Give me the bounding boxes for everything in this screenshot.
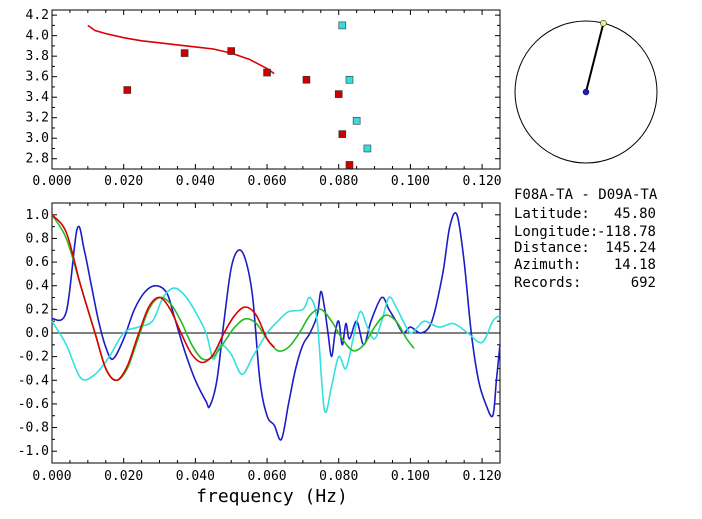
compass-tip-dot — [600, 19, 607, 27]
y-tick-label: -0.2 — [18, 350, 49, 365]
series-line-0 — [51, 211, 501, 441]
dispersion-curve-line — [87, 24, 275, 75]
y-tick-label: 0.0 — [26, 326, 49, 341]
y-tick-label: 2.8 — [26, 152, 49, 167]
longitude-label: Longitude: — [514, 224, 598, 240]
y-tick-label: 4.2 — [26, 8, 49, 23]
dispersion-points — [123, 21, 372, 169]
y-tick-label: 3.2 — [26, 111, 49, 126]
x-tick-label: 0.080 — [319, 174, 358, 189]
red-point — [227, 47, 235, 55]
x-tick-label: 0.020 — [104, 469, 143, 484]
cyan-point — [338, 21, 347, 30]
y-tick-label: -0.4 — [18, 373, 49, 388]
coherence-lines — [51, 211, 501, 441]
azimuth-needle — [585, 22, 605, 93]
y-tick-label: -0.8 — [18, 421, 49, 436]
dispersion-axes: 0.000 0.020 0.040 0.060 0.080 0.100 0.120 2.8 3.… — [26, 8, 502, 189]
compass-circle — [514, 20, 658, 164]
cyan-point — [363, 144, 372, 153]
x-tick-label: 0.000 — [32, 174, 71, 189]
y-tick-label: 0.8 — [26, 231, 49, 246]
coherence-axes: 0.000 0.020 0.040 0.060 0.080 0.100 0.120 1.0 0.… — [18, 203, 502, 484]
red-point — [180, 49, 189, 57]
latitude-label: Latitude: — [514, 206, 590, 222]
red-point — [334, 90, 343, 98]
latitude-value: 45.80 — [614, 206, 656, 222]
azimuth-label: Azimuth: — [514, 257, 581, 273]
series-line-3 — [51, 214, 275, 382]
cyan-point — [345, 75, 354, 84]
x-tick-label: 0.060 — [247, 174, 286, 189]
dispersion-panel-frame — [51, 9, 501, 170]
series-line-1 — [51, 287, 501, 414]
x-tick-label: 0.100 — [391, 174, 430, 189]
x-tick-label: 0.120 — [463, 174, 502, 189]
y-tick-label: 0.4 — [26, 279, 50, 294]
y-tick-label: 4.0 — [26, 29, 49, 44]
series-line-2 — [51, 214, 415, 382]
x-tick-label: 0.000 — [32, 469, 71, 484]
compass-center-dot — [582, 88, 590, 96]
azimuth-compass — [514, 19, 658, 164]
y-tick-label: -0.6 — [18, 397, 49, 412]
y-tick-label: 3.4 — [26, 90, 50, 105]
x-tick-label: 0.080 — [319, 469, 358, 484]
red-point — [123, 86, 132, 94]
y-tick-label: 1.0 — [26, 208, 49, 223]
x-tick-label: 0.100 — [391, 469, 430, 484]
x-tick-label: 0.040 — [176, 469, 215, 484]
red-point — [263, 68, 271, 77]
station-info: F08A-TA - D09A-TA Latitude: 45.80 Longit… — [514, 187, 658, 291]
y-tick-label: 0.2 — [26, 302, 49, 317]
red-point — [338, 130, 347, 138]
cyan-point — [352, 116, 361, 125]
records-label: Records: — [514, 275, 581, 291]
y-tick-label: 3.0 — [26, 131, 49, 146]
red-point — [302, 75, 311, 84]
x-tick-label: 0.020 — [104, 174, 143, 189]
azimuth-value: 14.18 — [614, 257, 656, 273]
y-tick-label: 3.6 — [26, 70, 49, 85]
dispersion-curve — [87, 24, 275, 75]
x-axis-label: frequency (Hz) — [196, 486, 348, 507]
x-tick-label: 0.060 — [247, 469, 286, 484]
station-pair-title: F08A-TA - D09A-TA — [514, 187, 658, 203]
red-point — [345, 161, 354, 169]
longitude-value: -118.78 — [597, 224, 656, 240]
coherence-panel: 0.000 0.020 0.040 0.060 0.080 0.100 0.120 1.0 0.… — [18, 202, 502, 507]
x-tick-label: 0.040 — [176, 174, 215, 189]
dispersion-panel: 0.000 0.020 0.040 0.060 0.080 0.100 0.120 2.8 3.… — [26, 8, 502, 189]
x-tick-label: 0.120 — [463, 469, 502, 484]
y-tick-label: 0.6 — [26, 255, 49, 270]
y-tick-label: -1.0 — [18, 444, 49, 459]
records-value: 692 — [631, 275, 656, 291]
distance-value: 145.24 — [605, 240, 656, 256]
y-tick-label: 3.8 — [26, 49, 49, 64]
distance-label: Distance: — [514, 240, 590, 256]
